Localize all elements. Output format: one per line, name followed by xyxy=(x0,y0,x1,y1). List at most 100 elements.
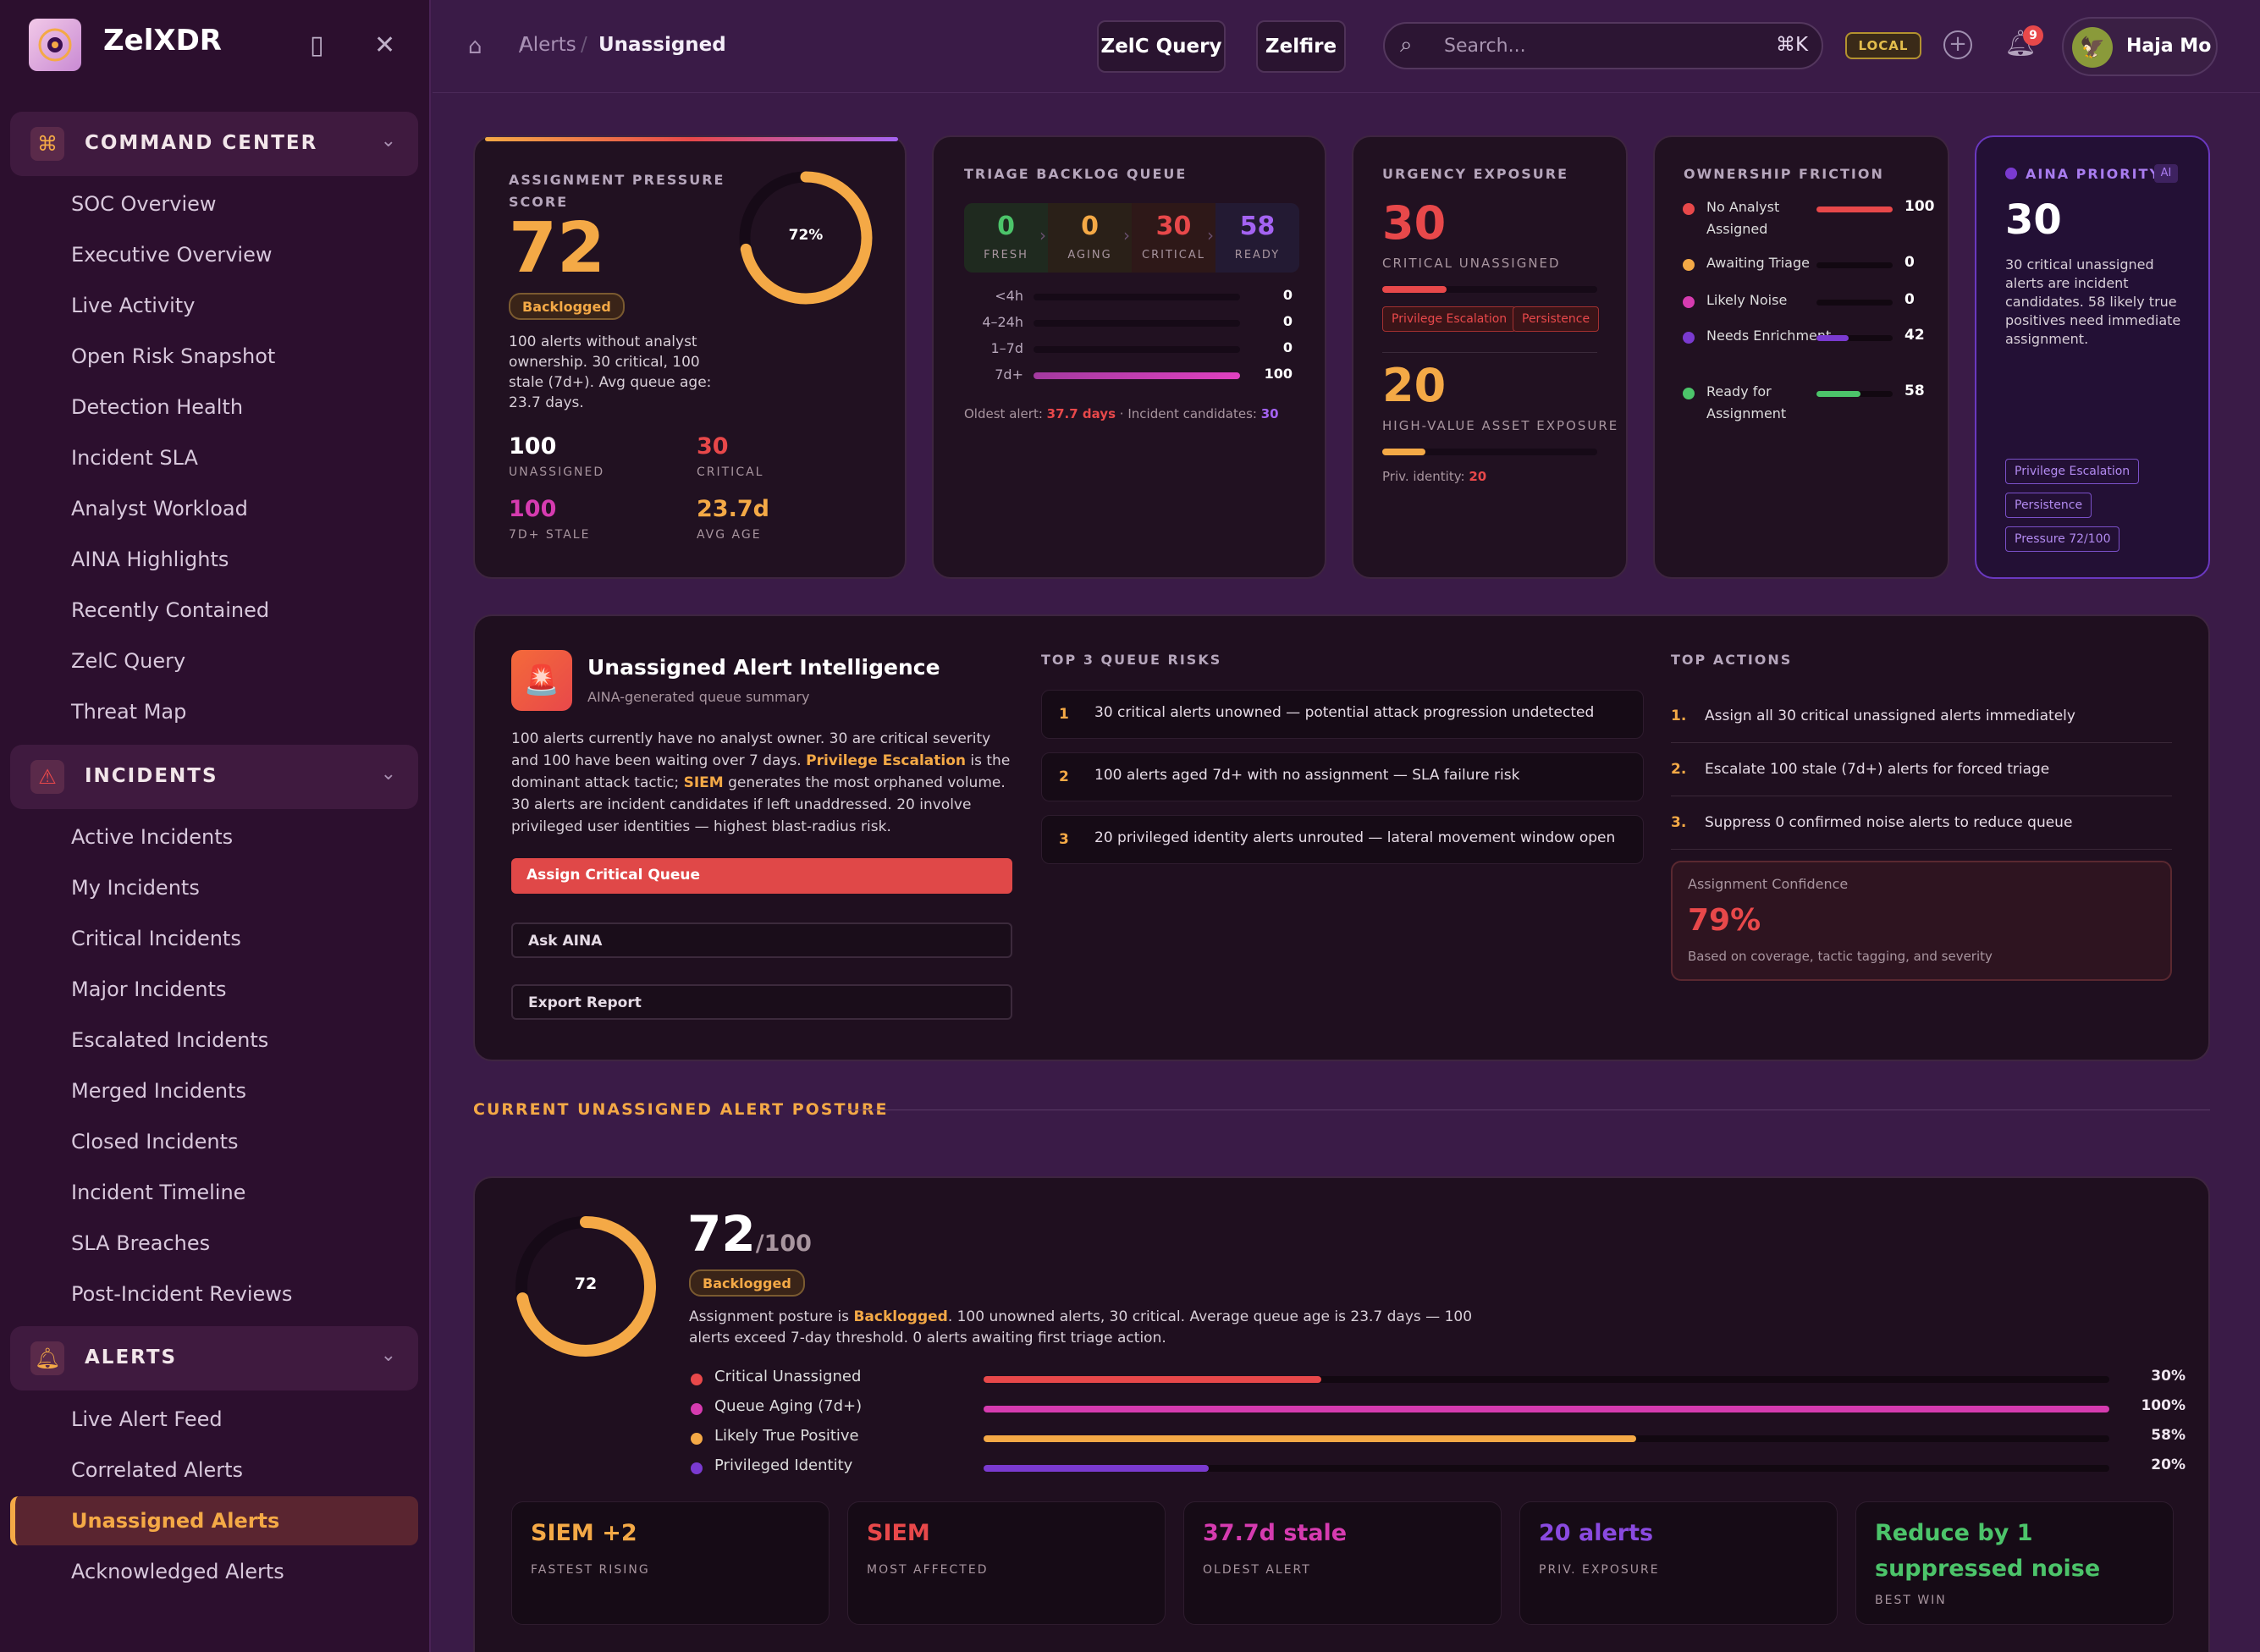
metric-value: 20 alerts xyxy=(1539,1520,1654,1546)
metric-card[interactable]: SIEM MOST AFFECTED xyxy=(847,1501,1166,1625)
assign-critical-queue-button[interactable]: Assign Critical Queue xyxy=(511,858,1012,894)
metric-label: BEST WIN xyxy=(1875,1594,1947,1607)
status-dot xyxy=(1683,388,1695,399)
nav-item[interactable]: Open Risk Snapshot xyxy=(71,344,276,368)
nav-item[interactable]: Merged Incidents xyxy=(71,1079,247,1103)
friction-label: Awaiting Triage xyxy=(1706,255,1810,271)
stage-fresh[interactable]: 0 FRESH xyxy=(964,203,1048,273)
nav-item[interactable]: SLA Breaches xyxy=(71,1231,211,1255)
nav-item[interactable]: Post-Incident Reviews xyxy=(71,1282,293,1306)
action-row[interactable]: 2. Escalate 100 stale (7d+) alerts for fo… xyxy=(1671,744,2172,796)
metric-card[interactable]: SIEM +2 FASTEST RISING xyxy=(511,1501,830,1625)
zelc-query-button[interactable]: ZelC Query xyxy=(1097,20,1226,73)
nav-item[interactable]: Recently Contained xyxy=(71,598,270,622)
friction-row[interactable]: No Analyst Assigned 100 xyxy=(1683,196,1935,237)
search-input[interactable]: Search... xyxy=(1444,36,1526,57)
breadcrumb-alerts[interactable]: Alerts xyxy=(520,34,576,56)
card-title: TRIAGE BACKLOG QUEUE xyxy=(964,166,1188,182)
nav-item[interactable]: Live Activity xyxy=(71,294,196,317)
nav-item[interactable]: ZelC Query xyxy=(71,649,186,673)
stage-value: 30 xyxy=(1155,212,1192,241)
search-box[interactable]: ⌕ Search... ⌘K xyxy=(1383,22,1823,69)
nav-item[interactable]: Detection Health xyxy=(71,395,244,419)
priv-identity: Priv. identity: 20 xyxy=(1382,469,1487,484)
posture-bar-label: Queue Aging (7d+) xyxy=(714,1397,863,1415)
nav-item[interactable]: Unassigned Alerts xyxy=(71,1509,280,1533)
intel-title: Unassigned Alert Intelligence xyxy=(587,655,940,680)
nav-item[interactable]: Executive Overview xyxy=(71,243,273,267)
posture-badge: Backlogged xyxy=(689,1269,805,1297)
section-incidents[interactable]: ⚠ INCIDENTS ⌄ xyxy=(10,745,418,809)
stage-value: 0 xyxy=(1081,212,1099,241)
nav-item[interactable]: Live Alert Feed xyxy=(71,1407,223,1431)
panel-toggle-icon[interactable]: ▯ xyxy=(310,30,324,60)
section-alerts[interactable]: 🔔︎ ALERTS ⌄ xyxy=(10,1326,418,1390)
action-row[interactable]: 3. Suppress 0 confirmed noise alerts to r… xyxy=(1671,797,2172,850)
posture-bar-pct: 58% xyxy=(2151,1427,2186,1444)
stage-aging[interactable]: 0 AGING xyxy=(1048,203,1132,273)
action-number: 2. xyxy=(1671,761,1687,778)
friction-bar xyxy=(1816,391,1893,397)
risk-text: 100 alerts aged 7d+ with no assignment —… xyxy=(1094,767,1520,784)
nav-item[interactable]: Major Incidents xyxy=(71,977,227,1001)
friction-label: No Analyst Assigned xyxy=(1706,199,1780,237)
breadcrumb-sep: / xyxy=(519,34,526,56)
stat-value: 23.7d xyxy=(697,496,769,522)
risk-row[interactable]: 2 100 alerts aged 7d+ with no assignment … xyxy=(1041,752,1644,801)
stage-critical[interactable]: 30 CRITICAL xyxy=(1132,203,1215,273)
nav-item[interactable]: My Incidents xyxy=(71,876,200,900)
posture-bar-pct: 20% xyxy=(2151,1457,2186,1473)
stat-value: 100 xyxy=(509,496,557,522)
asset-bar xyxy=(1382,449,1597,455)
intel-summary: 100 alerts currently have no analyst own… xyxy=(511,730,1011,835)
risk-text: 30 critical alerts unowned — potential a… xyxy=(1094,704,1595,721)
nav-item[interactable]: Analyst Workload xyxy=(71,497,248,520)
export-report-button[interactable]: Export Report xyxy=(511,984,1012,1020)
add-icon[interactable]: + xyxy=(1943,30,1972,59)
action-text: Assign all 30 critical unassigned alerts… xyxy=(1705,708,2075,724)
risk-row[interactable]: 1 30 critical alerts unowned — potential … xyxy=(1041,690,1644,739)
metric-card[interactable]: 37.7d stale OLDEST ALERT xyxy=(1183,1501,1502,1625)
card-title: OWNERSHIP FRICTION xyxy=(1684,166,1884,182)
nav-item[interactable]: Closed Incidents xyxy=(71,1130,239,1154)
brand-logo[interactable] xyxy=(29,19,81,71)
intel-subtitle: AINA-generated queue summary xyxy=(587,689,810,705)
posture-bar xyxy=(984,1376,2109,1383)
action-row[interactable]: 1. Assign all 30 critical unassigned aler… xyxy=(1671,691,2172,743)
pressure-score: 72 xyxy=(509,208,606,289)
friction-row[interactable]: Likely Noise 0 xyxy=(1683,289,1920,323)
posture-bar-label: Likely True Positive xyxy=(714,1427,859,1445)
posture-bar-row: Privileged Identity 20% xyxy=(687,1455,2186,1480)
stage-ready[interactable]: 58 READY xyxy=(1215,203,1299,273)
nav-item[interactable]: Acknowledged Alerts xyxy=(71,1560,284,1583)
nav-item[interactable]: Incident Timeline xyxy=(71,1181,246,1204)
chevron-right-icon: › xyxy=(1207,225,1214,245)
nav-item[interactable]: SOC Overview xyxy=(71,192,217,216)
ask-aina-button[interactable]: Ask AINA xyxy=(511,922,1012,958)
ai-badge: AI xyxy=(2154,164,2178,183)
nav-item[interactable]: AINA Highlights xyxy=(71,548,229,571)
metric-card[interactable]: 20 alerts PRIV. EXPOSURE xyxy=(1519,1501,1838,1625)
friction-row[interactable]: Ready for Assignment 58 xyxy=(1683,381,1925,421)
nav-item[interactable]: Active Incidents xyxy=(71,825,234,849)
friction-row[interactable]: Awaiting Triage 0 xyxy=(1683,252,1920,286)
risk-row[interactable]: 3 20 privileged identity alerts unrouted … xyxy=(1041,815,1644,864)
metric-card[interactable]: Reduce by 1 suppressed noise BEST WIN xyxy=(1855,1501,2174,1625)
aina-dot-icon xyxy=(2005,168,2017,179)
friction-bar xyxy=(1816,206,1893,212)
chevron-right-icon: › xyxy=(1039,225,1046,245)
user-menu[interactable]: 🦅 Haja Mo xyxy=(2062,17,2218,76)
nav-item[interactable]: Threat Map xyxy=(71,700,187,724)
collapse-icon[interactable]: ✕ xyxy=(374,30,396,60)
nav-item[interactable]: Escalated Incidents xyxy=(71,1028,269,1052)
friction-row[interactable]: Needs Enrichment 42 xyxy=(1683,325,1925,359)
section-command-center[interactable]: ⌘ COMMAND CENTER ⌄ xyxy=(10,112,418,176)
nav-item[interactable]: Incident SLA xyxy=(71,446,198,470)
status-dot xyxy=(691,1403,703,1415)
zelfire-button[interactable]: Zelfire xyxy=(1256,20,1346,73)
nav-item[interactable]: Correlated Alerts xyxy=(71,1458,244,1482)
nav-item[interactable]: Critical Incidents xyxy=(71,927,241,950)
friction-bar xyxy=(1816,335,1893,341)
stage-label: AGING xyxy=(1067,249,1112,262)
home-icon[interactable]: ⌂ xyxy=(468,34,482,59)
